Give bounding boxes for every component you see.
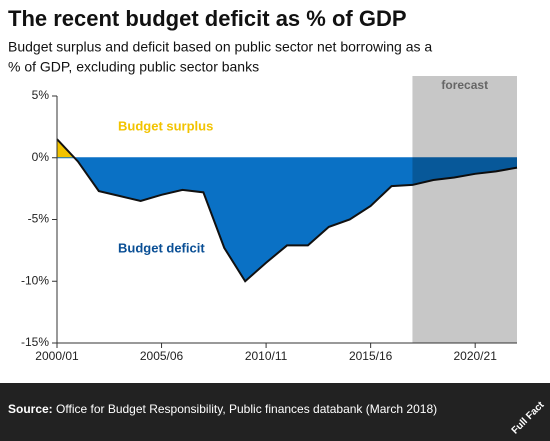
subtitle: % of GDP, excluding public sector banks bbox=[8, 59, 259, 75]
x-tick-label: 2005/06 bbox=[140, 349, 184, 363]
x-tick-label: 2000/01 bbox=[35, 349, 79, 363]
y-tick-label: 0% bbox=[32, 150, 50, 164]
footer-text: Source: Office for Budget Responsibility… bbox=[8, 402, 437, 416]
source: Office for Budget Responsibility, Public… bbox=[56, 402, 437, 416]
annotation: Budget surplus bbox=[118, 118, 213, 133]
x-tick-label: 2015/16 bbox=[349, 349, 393, 363]
y-tick-label: -15% bbox=[21, 335, 49, 349]
footer bbox=[0, 383, 550, 441]
y-tick-label: -10% bbox=[21, 273, 49, 287]
forecast-region bbox=[412, 76, 517, 343]
y-tick-label: 5% bbox=[32, 88, 50, 102]
annotation: Budget deficit bbox=[118, 240, 205, 255]
x-tick-label: 2010/11 bbox=[245, 349, 288, 363]
y-tick-label: -5% bbox=[28, 212, 50, 226]
deficit-area bbox=[57, 157, 517, 282]
forecast-label: forecast bbox=[441, 78, 488, 92]
line bbox=[56, 138, 518, 283]
x-tick-label: 2020/21 bbox=[453, 349, 497, 363]
chart-title: The recent budget deficit as % of GDP bbox=[8, 6, 407, 31]
source-label: Source: bbox=[8, 402, 53, 416]
subtitle: Budget surplus and deficit based on publ… bbox=[8, 39, 432, 55]
